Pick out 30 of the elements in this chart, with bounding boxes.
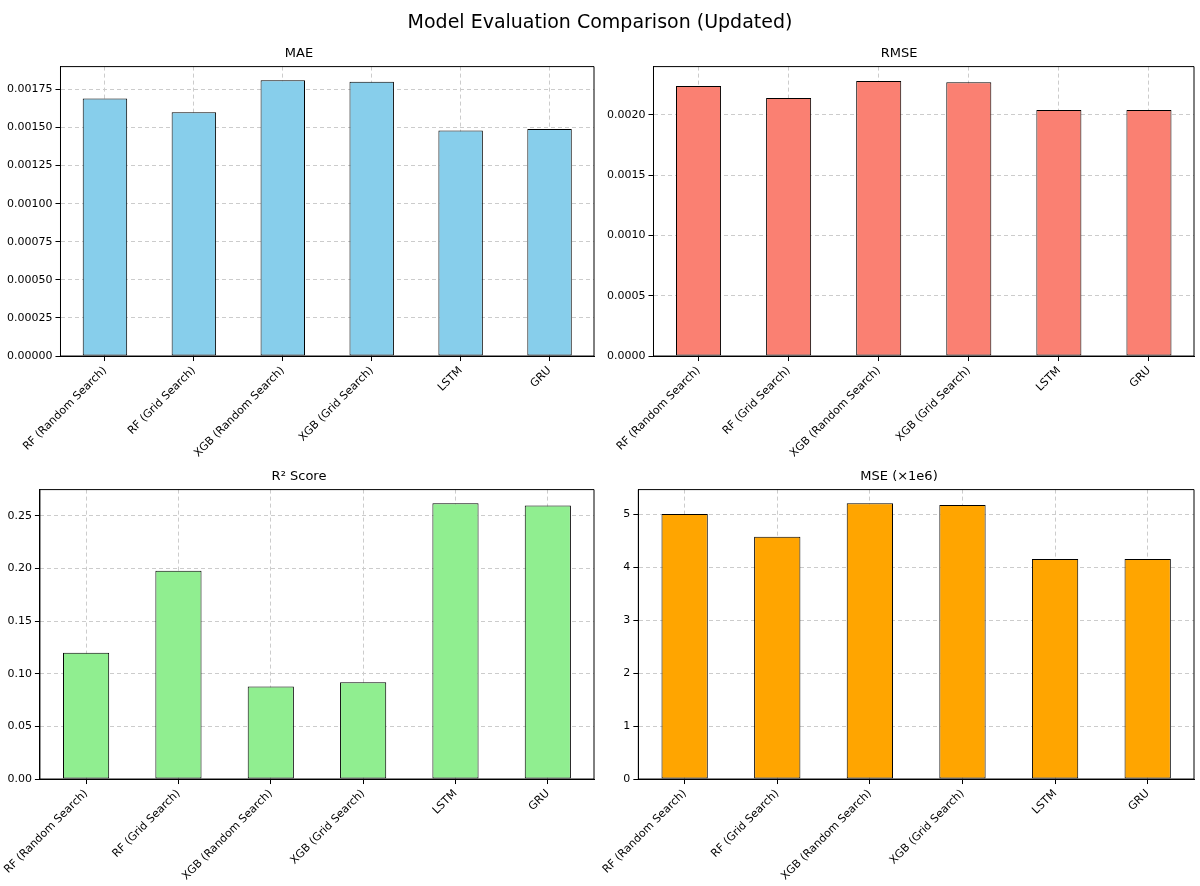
y-tick-label: 0.0005	[606, 288, 646, 302]
y-tick-label: 0.0020	[606, 107, 646, 121]
y-tick-label: 0.0010	[606, 228, 646, 242]
y-tick-label: 0.00000	[6, 348, 53, 362]
y-tick-label: 0.0000	[606, 348, 646, 362]
y-tick-label: 0.00150	[6, 120, 53, 134]
y-tick-label: 0.00025	[6, 310, 53, 324]
y-tick-label: 0.05	[7, 719, 32, 733]
y-tick-label: 2	[623, 666, 631, 680]
y-tick-label: 0.00075	[6, 234, 53, 248]
chart-title: R² Score	[271, 468, 327, 484]
y-tick-label: 0	[623, 771, 631, 785]
y-tick-label: 0.00125	[6, 158, 53, 172]
y-tick-label: 0.10	[7, 666, 32, 680]
y-tick-label: 0.00050	[6, 272, 53, 286]
y-tick-label: 0.15	[7, 614, 32, 628]
y-tick-label: 0.0015	[606, 168, 646, 181]
y-tick-label: 0.00100	[6, 196, 53, 210]
chart-title: MAE	[284, 45, 314, 61]
y-tick-label: 4	[623, 560, 631, 574]
y-tick-label: 3	[623, 613, 631, 627]
chart-title: MSE (×1e6)	[860, 468, 938, 484]
y-tick-label: 0.00175	[6, 82, 53, 96]
text: Model Evaluation Comparison (Updated)	[406, 9, 794, 34]
y-tick-label: 0.20	[7, 561, 32, 575]
chart-title: RMSE	[880, 45, 918, 61]
y-tick-label: 0.25	[7, 508, 32, 522]
y-tick-label: 0.00	[7, 771, 32, 785]
y-tick-label: 5	[623, 507, 631, 521]
y-tick-label: 1	[623, 718, 631, 732]
